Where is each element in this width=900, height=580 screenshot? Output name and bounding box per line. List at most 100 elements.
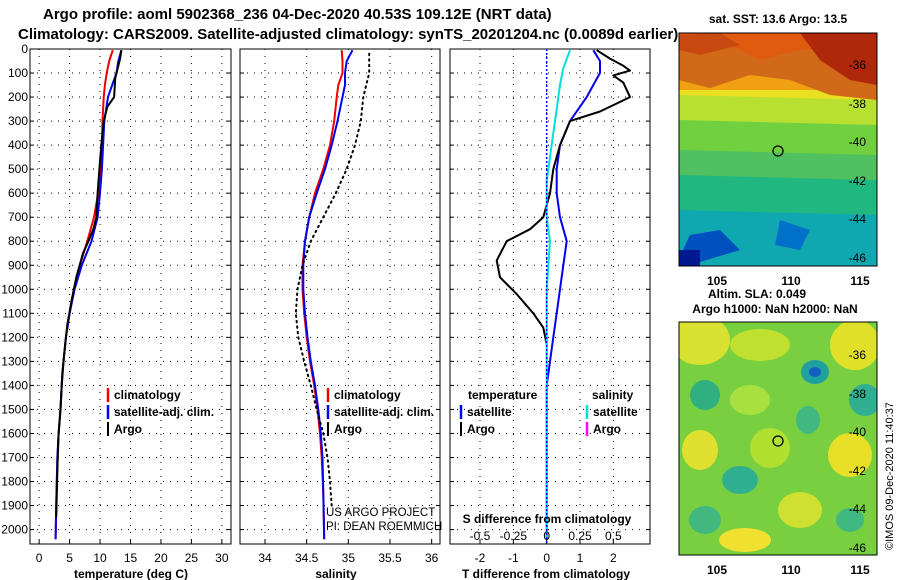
sst-xtick: 110 bbox=[781, 274, 801, 288]
credit-pi: PI: DEAN ROEMMICH bbox=[326, 521, 442, 533]
credit-project: US ARGO PROJECT bbox=[326, 507, 435, 519]
difference-panel-frame bbox=[449, 48, 651, 545]
salinity-series-group bbox=[294, 49, 371, 540]
legend-label-satellite-adj: satellite-adj. clim. bbox=[114, 405, 214, 419]
xtick-label: 35 bbox=[342, 551, 356, 565]
temperature-panel: 0 5 10 15 20 25 30 temperature (deg C) climato… bbox=[29, 48, 232, 580]
difference-xlabel: T difference from climatology bbox=[462, 567, 630, 580]
sst-map-frame bbox=[678, 32, 878, 267]
temperature-grid bbox=[30, 48, 231, 544]
salinity-legend: climatology satellite-adj. clim. Argo bbox=[326, 388, 434, 436]
sst-ytick: -46 bbox=[849, 251, 867, 265]
xtick-label: -2 bbox=[475, 551, 486, 565]
depth-tick-label: 2000 bbox=[1, 523, 28, 537]
sla-map-xticks: 105 110 115 bbox=[707, 563, 870, 577]
xtick-label: 34.5 bbox=[295, 551, 319, 565]
legend-label-climatology: climatology bbox=[334, 388, 401, 402]
depth-tick-label: 900 bbox=[8, 258, 28, 272]
sla-ytick: -38 bbox=[849, 387, 867, 401]
depth-axis-labels: 0 100 200 300 400 500 600 700 800 900 1000 1100 1200… bbox=[1, 42, 28, 537]
xtick-label: 10 bbox=[93, 551, 107, 565]
legend-title-temperature: temperature bbox=[468, 388, 538, 402]
xtick-label: 34 bbox=[258, 551, 272, 565]
depth-tick-label: 800 bbox=[8, 234, 28, 248]
salinity-panel-frame bbox=[239, 48, 441, 545]
sla-xtick: 115 bbox=[850, 563, 870, 577]
altim-sla-caption: Altim. SLA: 0.049 bbox=[708, 287, 806, 301]
xtick-label: 30 bbox=[215, 551, 229, 565]
xtick2-label: -0.5 bbox=[470, 529, 491, 543]
temperature-legend: climatology satellite-adj. clim. Argo bbox=[106, 388, 214, 436]
depth-tick-label: 1100 bbox=[2, 306, 28, 320]
depth-tick-label: 1000 bbox=[1, 282, 28, 296]
legend-label-climatology: climatology bbox=[114, 388, 181, 402]
depth-tick-label: 1700 bbox=[1, 450, 28, 464]
depth-tick-label: 600 bbox=[8, 186, 28, 200]
plot-title-line2: Climatology: CARS2009. Satellite-adjuste… bbox=[18, 26, 679, 43]
xtick2-label: -0.25 bbox=[500, 529, 528, 543]
sla-map-frame bbox=[678, 321, 878, 556]
depth-tick-label: 1200 bbox=[1, 330, 28, 344]
salinity-xlabel: salinity bbox=[315, 567, 357, 580]
plot-title-line1: Argo profile: aoml 5902368_236 04-Dec-20… bbox=[43, 6, 552, 23]
series-line bbox=[495, 49, 631, 345]
depth-tick-label: 500 bbox=[8, 162, 28, 176]
series-line bbox=[294, 52, 371, 507]
salinity-xticks: 34 34.5 35 35.5 36 bbox=[258, 551, 438, 565]
depth-tick-label: 100 bbox=[8, 66, 28, 80]
xtick-label: 0 bbox=[543, 551, 550, 565]
xtick-label: 15 bbox=[124, 551, 138, 565]
xtick2-label: 0 bbox=[543, 529, 550, 543]
depth-tick-label: 700 bbox=[8, 210, 28, 224]
series-line bbox=[55, 50, 123, 518]
sla-map-title: Argo h1000: NaN h2000: NaN bbox=[692, 302, 857, 316]
temperature-series-group bbox=[54, 49, 123, 540]
depth-tick-label: 0 bbox=[21, 42, 28, 56]
sst-ytick: -40 bbox=[849, 135, 867, 149]
sla-ytick: -40 bbox=[849, 425, 867, 439]
sla-ytick: -44 bbox=[849, 502, 867, 516]
difference-xticks: -2 -1 0 1 2 bbox=[475, 551, 617, 565]
sst-xtick: 105 bbox=[707, 274, 727, 288]
sst-map-image bbox=[679, 33, 877, 266]
salinity-panel: 34 34.5 35 35.5 36 salinity climatology sate… bbox=[239, 48, 442, 580]
xtick-label: 1 bbox=[577, 551, 584, 565]
sst-map-title: sat. SST: 13.6 Argo: 13.5 bbox=[709, 12, 848, 26]
xtick2-label: 0.25 bbox=[568, 529, 592, 543]
legend-label-satellite-adj: satellite-adj. clim. bbox=[334, 405, 434, 419]
series-line bbox=[302, 49, 354, 540]
legend-label-s-satellite: satellite bbox=[593, 405, 638, 419]
sst-map-yticks: -36 -38 -40 -42 -44 -46 bbox=[849, 58, 867, 265]
sla-ytick: -46 bbox=[849, 541, 867, 555]
difference-xticks-salinity: -0.5 -0.25 0 0.25 0.5 bbox=[470, 529, 622, 543]
argo-location-marker bbox=[772, 435, 784, 447]
sst-xtick: 115 bbox=[850, 274, 870, 288]
difference-grid bbox=[450, 48, 650, 544]
difference-legend: temperature salinity satellite Argo sate… bbox=[459, 388, 638, 436]
xtick2-label: 0.5 bbox=[605, 529, 622, 543]
difference-xlabel2: S difference from climatology bbox=[463, 512, 632, 526]
sla-xtick: 110 bbox=[781, 563, 801, 577]
depth-tick-label: 400 bbox=[8, 138, 28, 152]
xtick-label: 25 bbox=[185, 551, 199, 565]
difference-panel: -2 -1 0 1 2 -0.5 -0.25 0 0.25 0.5 T difference f… bbox=[449, 48, 651, 580]
temperature-xticks: 0 5 10 15 20 25 30 bbox=[36, 551, 229, 565]
temperature-xlabel: temperature (deg C) bbox=[74, 567, 188, 580]
xtick-label: 2 bbox=[610, 551, 617, 565]
xtick-label: 0 bbox=[36, 551, 43, 565]
sst-ytick: -38 bbox=[849, 97, 867, 111]
depth-tick-label: 1400 bbox=[1, 378, 28, 392]
sla-xtick: 105 bbox=[707, 563, 727, 577]
sla-map-yticks: -36 -38 -40 -42 -44 -46 bbox=[849, 348, 867, 555]
legend-label-t-satellite: satellite bbox=[467, 405, 512, 419]
depth-tick-label: 1500 bbox=[1, 402, 28, 416]
depth-tick-label: 200 bbox=[8, 90, 28, 104]
depth-tick-label: 1800 bbox=[1, 475, 28, 489]
sla-map: Argo h1000: NaN h2000: NaN -36 -38 bbox=[678, 302, 896, 577]
argo-location-marker bbox=[772, 145, 784, 157]
sst-map: sat. SST: 13.6 Argo: 13.5 -36 -38 -40 -4… bbox=[678, 12, 878, 301]
sst-map-xticks: 105 110 115 bbox=[707, 274, 870, 288]
legend-label-t-argo: Argo bbox=[467, 422, 495, 436]
legend-title-salinity: salinity bbox=[592, 388, 634, 402]
